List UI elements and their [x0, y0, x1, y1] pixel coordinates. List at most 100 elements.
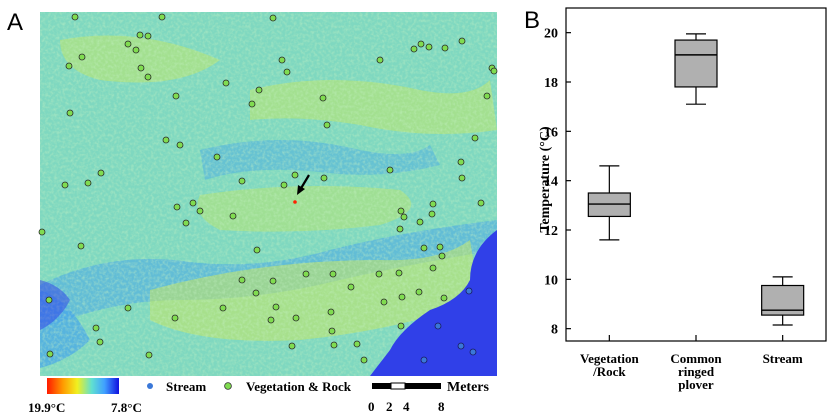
vegetation-point — [252, 289, 260, 297]
stream-water — [370, 230, 497, 376]
vegetation-point — [320, 174, 328, 182]
vegetation-point — [136, 31, 144, 39]
thermal-map — [38, 12, 498, 376]
vegetation-point — [441, 44, 449, 52]
vegetation-point — [280, 181, 288, 189]
vegetation-point — [302, 270, 310, 278]
vegetation-point — [132, 46, 140, 54]
vegetation-point — [397, 322, 405, 330]
vegetation-point — [428, 210, 436, 218]
vegetation-point — [267, 316, 275, 324]
vegetation-point — [438, 252, 446, 260]
box-1 — [587, 165, 631, 241]
x-tick-label: Common ringed plover — [670, 351, 722, 392]
vegetation-point — [328, 327, 336, 335]
vegetation-point — [400, 213, 408, 221]
vegetation-point — [477, 199, 485, 207]
vegetation-point — [219, 304, 227, 312]
temperature-color-scale — [47, 378, 119, 394]
vegetation-point — [429, 200, 437, 208]
vegetation-point — [291, 171, 299, 179]
boxes — [587, 33, 805, 326]
vegetation-point — [319, 94, 327, 102]
vegetation-point — [176, 141, 184, 149]
vegetation-point — [248, 100, 256, 108]
vegetation-point — [45, 296, 53, 304]
vegetation-point — [490, 67, 498, 75]
vegetation-point — [66, 109, 74, 117]
vegetation-point — [189, 199, 197, 207]
vegetation-point — [386, 166, 394, 174]
vegetation-point — [144, 32, 152, 40]
stream-water-left — [40, 280, 70, 330]
vegetation-point — [420, 244, 428, 252]
vegetation-point — [330, 341, 338, 349]
vegetation-point — [457, 158, 465, 166]
vegetation-point — [229, 212, 237, 220]
vegetation-point — [327, 308, 335, 316]
box-2 — [674, 33, 718, 105]
vegetation-point — [144, 73, 152, 81]
y-tick-label: 20 — [544, 27, 558, 42]
plover-point — [293, 200, 297, 204]
vegetation-point — [255, 86, 263, 94]
vegetation-point — [238, 177, 246, 185]
vegetation-legend-dot — [224, 382, 232, 390]
vegetation-point — [173, 203, 181, 211]
stream-point — [469, 348, 477, 356]
vegetation-point — [417, 40, 425, 48]
boxplot-chart: 8 10 12 14 16 18 20 Vegetation/Rock Common ringe… — [544, 7, 827, 392]
scale-tick-8: 8 — [438, 399, 445, 414]
vegetation-point — [458, 174, 466, 182]
box-iqr — [674, 39, 718, 88]
vegetation-point — [124, 304, 132, 312]
vegetation-point — [397, 207, 405, 215]
vegetation-point — [410, 45, 418, 53]
panel-b-letter: B — [524, 7, 540, 34]
vegetation-point — [353, 340, 361, 348]
stream-legend-dot — [147, 383, 153, 389]
vegetation-point — [213, 153, 221, 161]
vegetation-point — [158, 13, 166, 21]
vegetation-point — [416, 218, 424, 226]
vegetation-point — [376, 56, 384, 64]
vegetation-point — [395, 269, 403, 277]
x-axis-labels: Vegetation/Rock Common ringed plover Stream — [580, 335, 803, 392]
vegetation-point — [440, 294, 448, 302]
stream-point — [420, 356, 428, 364]
y-tick-label: 10 — [544, 273, 558, 288]
vegetation-point — [84, 179, 92, 187]
arrow-icon — [297, 174, 310, 195]
box-3 — [761, 276, 805, 326]
y-tick-label: 16 — [544, 125, 558, 140]
x-tick-label: Stream — [763, 351, 803, 366]
vegetation-points — [38, 13, 498, 364]
vegetation-point — [97, 169, 105, 177]
vegetation-point — [272, 303, 280, 311]
vegetation-legend-label: Vegetation & Rock — [246, 379, 352, 394]
y-axis-ticks: 8 10 12 14 16 18 20 — [544, 27, 571, 338]
y-axis-label: Temperature (°C) — [538, 126, 553, 233]
scale-tick-2: 2 — [386, 399, 393, 414]
vegetation-point — [458, 37, 466, 45]
map-texture — [40, 12, 497, 376]
y-tick-label: 14 — [544, 175, 558, 190]
vegetation-point — [398, 293, 406, 301]
vegetation-point — [415, 288, 423, 296]
vegetation-point — [288, 342, 296, 350]
vegetation-point — [269, 14, 277, 22]
scale-max-label: 19.9°C — [28, 400, 65, 415]
stream-point — [434, 322, 442, 330]
vegetation-point — [269, 277, 277, 285]
stream-legend-label: Stream — [166, 379, 206, 394]
vegetation-point — [360, 356, 368, 364]
vegetation-point — [347, 283, 355, 291]
vegetation-point — [78, 53, 86, 61]
vegetation-point — [196, 207, 204, 215]
vegetation-point — [323, 121, 331, 129]
vegetation-point — [429, 264, 437, 272]
vegetation-point — [436, 243, 444, 251]
vegetation-point — [38, 228, 46, 236]
vegetation-point — [145, 351, 153, 359]
meters-label: Meters — [447, 380, 490, 395]
